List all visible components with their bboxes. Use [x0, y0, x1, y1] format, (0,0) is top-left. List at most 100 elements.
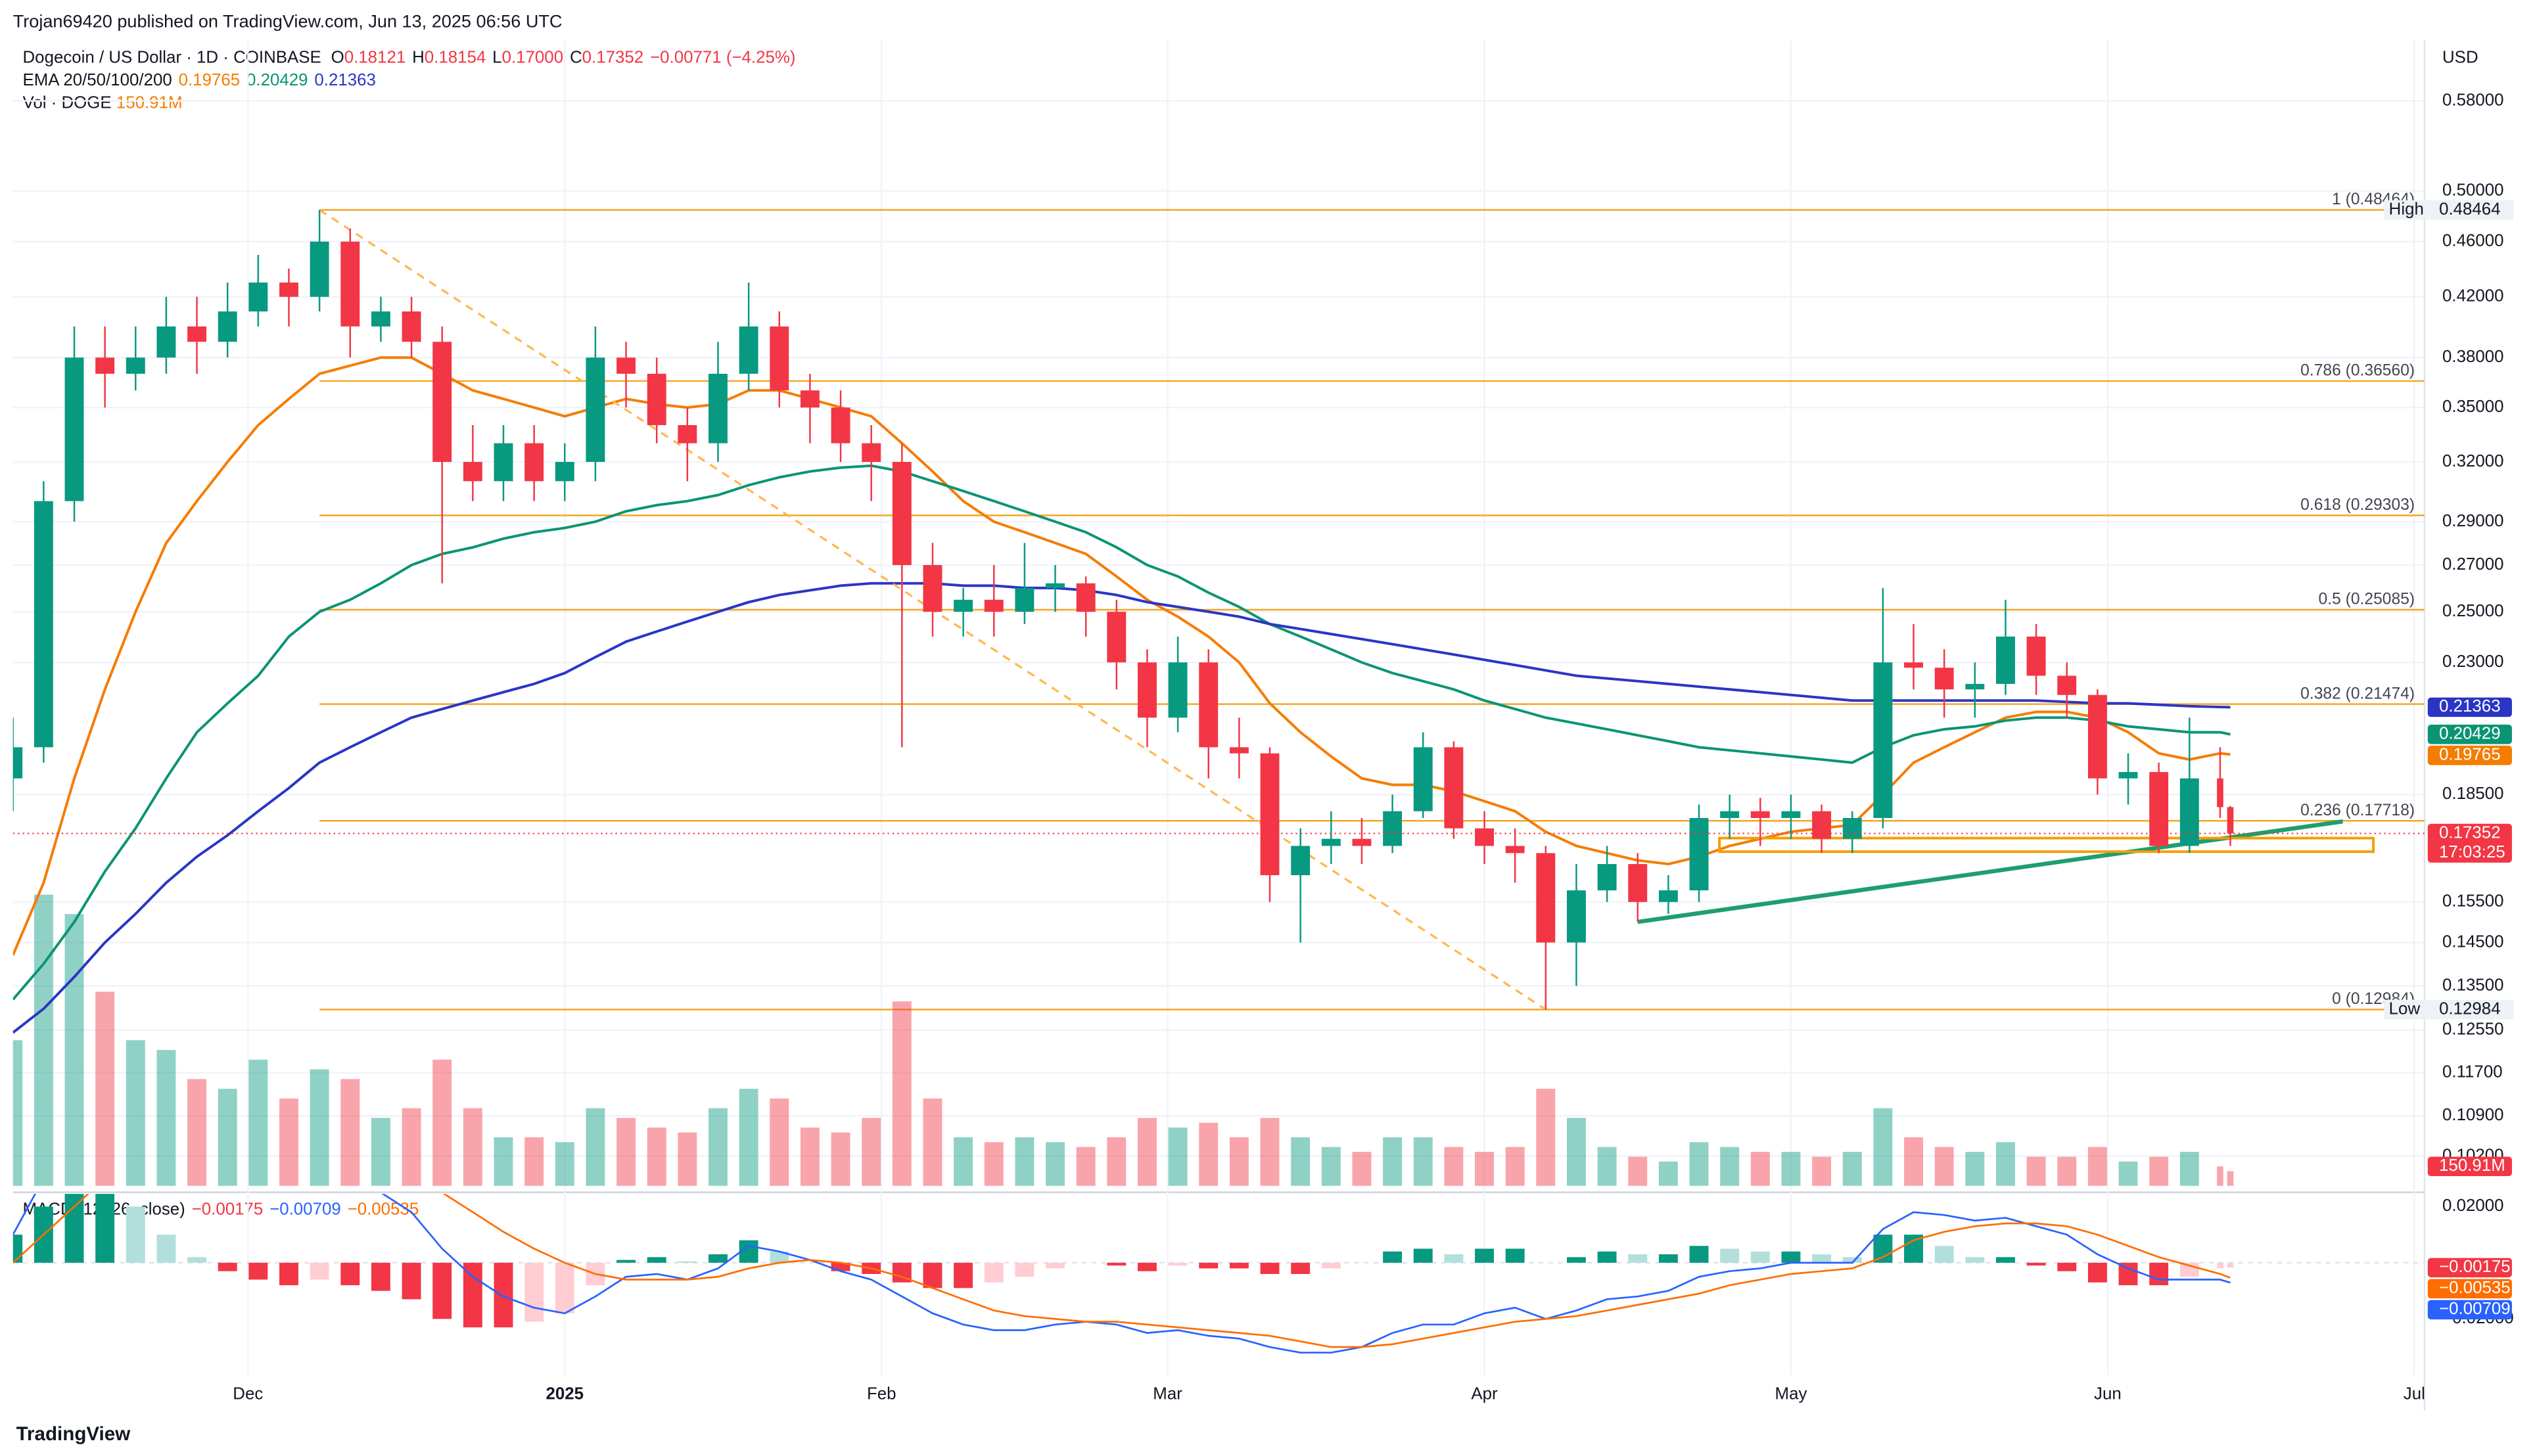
candle-body — [126, 357, 145, 374]
volume-bar — [770, 1098, 789, 1186]
candle-body — [1597, 864, 1617, 891]
volume-bar — [2149, 1156, 2169, 1186]
ema-value: 0.20429 — [246, 71, 308, 89]
ohlc-value: 0.17000 — [502, 48, 564, 66]
macd-histogram-bar — [1812, 1254, 1832, 1263]
macd-histogram-bar — [187, 1257, 207, 1263]
x-tick-label: Apr — [1471, 1384, 1498, 1403]
candle-body — [647, 373, 666, 426]
macd-histogram-bar — [1567, 1257, 1586, 1263]
volume-bar — [12, 1040, 23, 1186]
y-tick-label: 0.10900 — [2442, 1106, 2504, 1124]
macd-histogram-bar — [709, 1254, 728, 1263]
volume-bar — [524, 1137, 544, 1186]
macd-histogram-bar — [2149, 1262, 2169, 1286]
macd-value: −0.00175 — [192, 1200, 264, 1219]
macd-histogram-bar — [1413, 1248, 1433, 1263]
volume-bar — [1995, 1142, 2015, 1186]
volume-bar — [2057, 1156, 2077, 1186]
symbol-legend: Dogecoin / US Dollar · 1D · COINBASE O0.1… — [22, 48, 795, 66]
candle-body — [770, 326, 789, 391]
candle-body — [1873, 662, 1893, 818]
macd-histogram-bar — [1750, 1251, 1770, 1263]
y-tick-label: 0.58000 — [2442, 91, 2504, 109]
extreme-tag-box — [2384, 200, 2514, 220]
y-tick-label: 0.11700 — [2442, 1063, 2503, 1081]
macd-histogram-bar — [954, 1262, 973, 1288]
price-tag-label: 0.21363 — [2439, 697, 2501, 716]
zone-box — [1718, 836, 2375, 853]
macd-histogram-bar — [647, 1257, 666, 1263]
candle-body — [1628, 864, 1648, 902]
price-tag-label: −0.00535 — [2439, 1279, 2511, 1297]
volume-bar — [1720, 1147, 1740, 1186]
volume-bar — [1689, 1142, 1709, 1186]
macd-histogram-bar — [1138, 1262, 1157, 1271]
extreme-tag-name: Low — [2389, 999, 2421, 1018]
volume-bar — [1352, 1152, 1372, 1186]
volume-bar — [1628, 1156, 1648, 1186]
y-tick-label: 0.18500 — [2442, 785, 2504, 803]
volume-bar — [126, 1040, 145, 1186]
candle-body — [1168, 662, 1188, 718]
price-tag-label: 0.19765 — [2439, 746, 2501, 764]
volume-bar — [1904, 1137, 1923, 1186]
volume-bar — [1658, 1161, 1678, 1186]
candle-body — [1413, 747, 1433, 811]
volume-bar — [1444, 1147, 1464, 1186]
candle-body — [831, 407, 850, 444]
volume-bar — [2179, 1152, 2199, 1186]
candle-body — [340, 241, 360, 327]
candle-body — [463, 462, 482, 482]
volume-bar — [739, 1089, 758, 1186]
macd-histogram-bar — [1934, 1246, 1954, 1263]
candle-body — [1750, 811, 1770, 818]
volume-bar — [402, 1108, 421, 1186]
candle-body — [678, 425, 697, 444]
candle-body — [1934, 668, 1954, 690]
y-tick-label: 0.12550 — [2442, 1020, 2504, 1039]
extreme-tag-value: 0.12984 — [2439, 999, 2501, 1018]
extreme-tag-value: 0.48464 — [2439, 200, 2501, 218]
volume-bar — [64, 914, 84, 1186]
candle-body — [402, 311, 421, 342]
candle-body — [1352, 838, 1372, 846]
vol-title: Vol · DOGE — [22, 93, 111, 112]
volume-bar — [95, 991, 115, 1186]
candle-body — [218, 311, 237, 342]
macd-histogram-bar — [371, 1262, 390, 1291]
x-tick-label: Dec — [233, 1384, 263, 1403]
macd-histogram-bar — [1015, 1262, 1034, 1277]
macd-histogram-bar — [1873, 1235, 1893, 1263]
price-tag-label: 0.20429 — [2439, 725, 2501, 743]
candle-body — [892, 462, 912, 566]
candle-body — [2179, 778, 2199, 846]
macd-histogram-bar — [402, 1262, 421, 1300]
ohlc-key: H — [412, 48, 425, 66]
volume-bar — [800, 1127, 820, 1186]
macd-histogram-bar — [1689, 1246, 1709, 1263]
macd-histogram-bar — [1597, 1251, 1617, 1263]
macd-histogram-bar — [1199, 1262, 1219, 1269]
macd-histogram-bar — [1383, 1251, 1403, 1263]
volume-bar — [340, 1079, 360, 1186]
price-tag-box — [2427, 697, 2512, 717]
candle-body — [1536, 853, 1556, 943]
candle-body — [616, 357, 636, 374]
candle-body — [2026, 636, 2046, 676]
ema-value: 0.21363 — [314, 71, 376, 89]
currency-label: USD — [2442, 48, 2478, 66]
macd-histogram-bar — [1781, 1251, 1801, 1263]
candle-body — [1689, 817, 1709, 891]
price-tag-box — [2427, 724, 2512, 744]
candle-body — [1229, 747, 1249, 754]
candle-body — [2118, 772, 2138, 779]
volume-bar — [1015, 1137, 1034, 1186]
macd-histogram-bar — [248, 1262, 268, 1280]
price-tag-box — [2427, 1279, 2512, 1299]
candle-body — [1842, 817, 1862, 839]
volume-bar — [1107, 1137, 1127, 1186]
macd-histogram-bar — [1658, 1254, 1678, 1263]
macd-histogram-bar — [1720, 1248, 1740, 1263]
volume-bar — [1321, 1147, 1341, 1186]
